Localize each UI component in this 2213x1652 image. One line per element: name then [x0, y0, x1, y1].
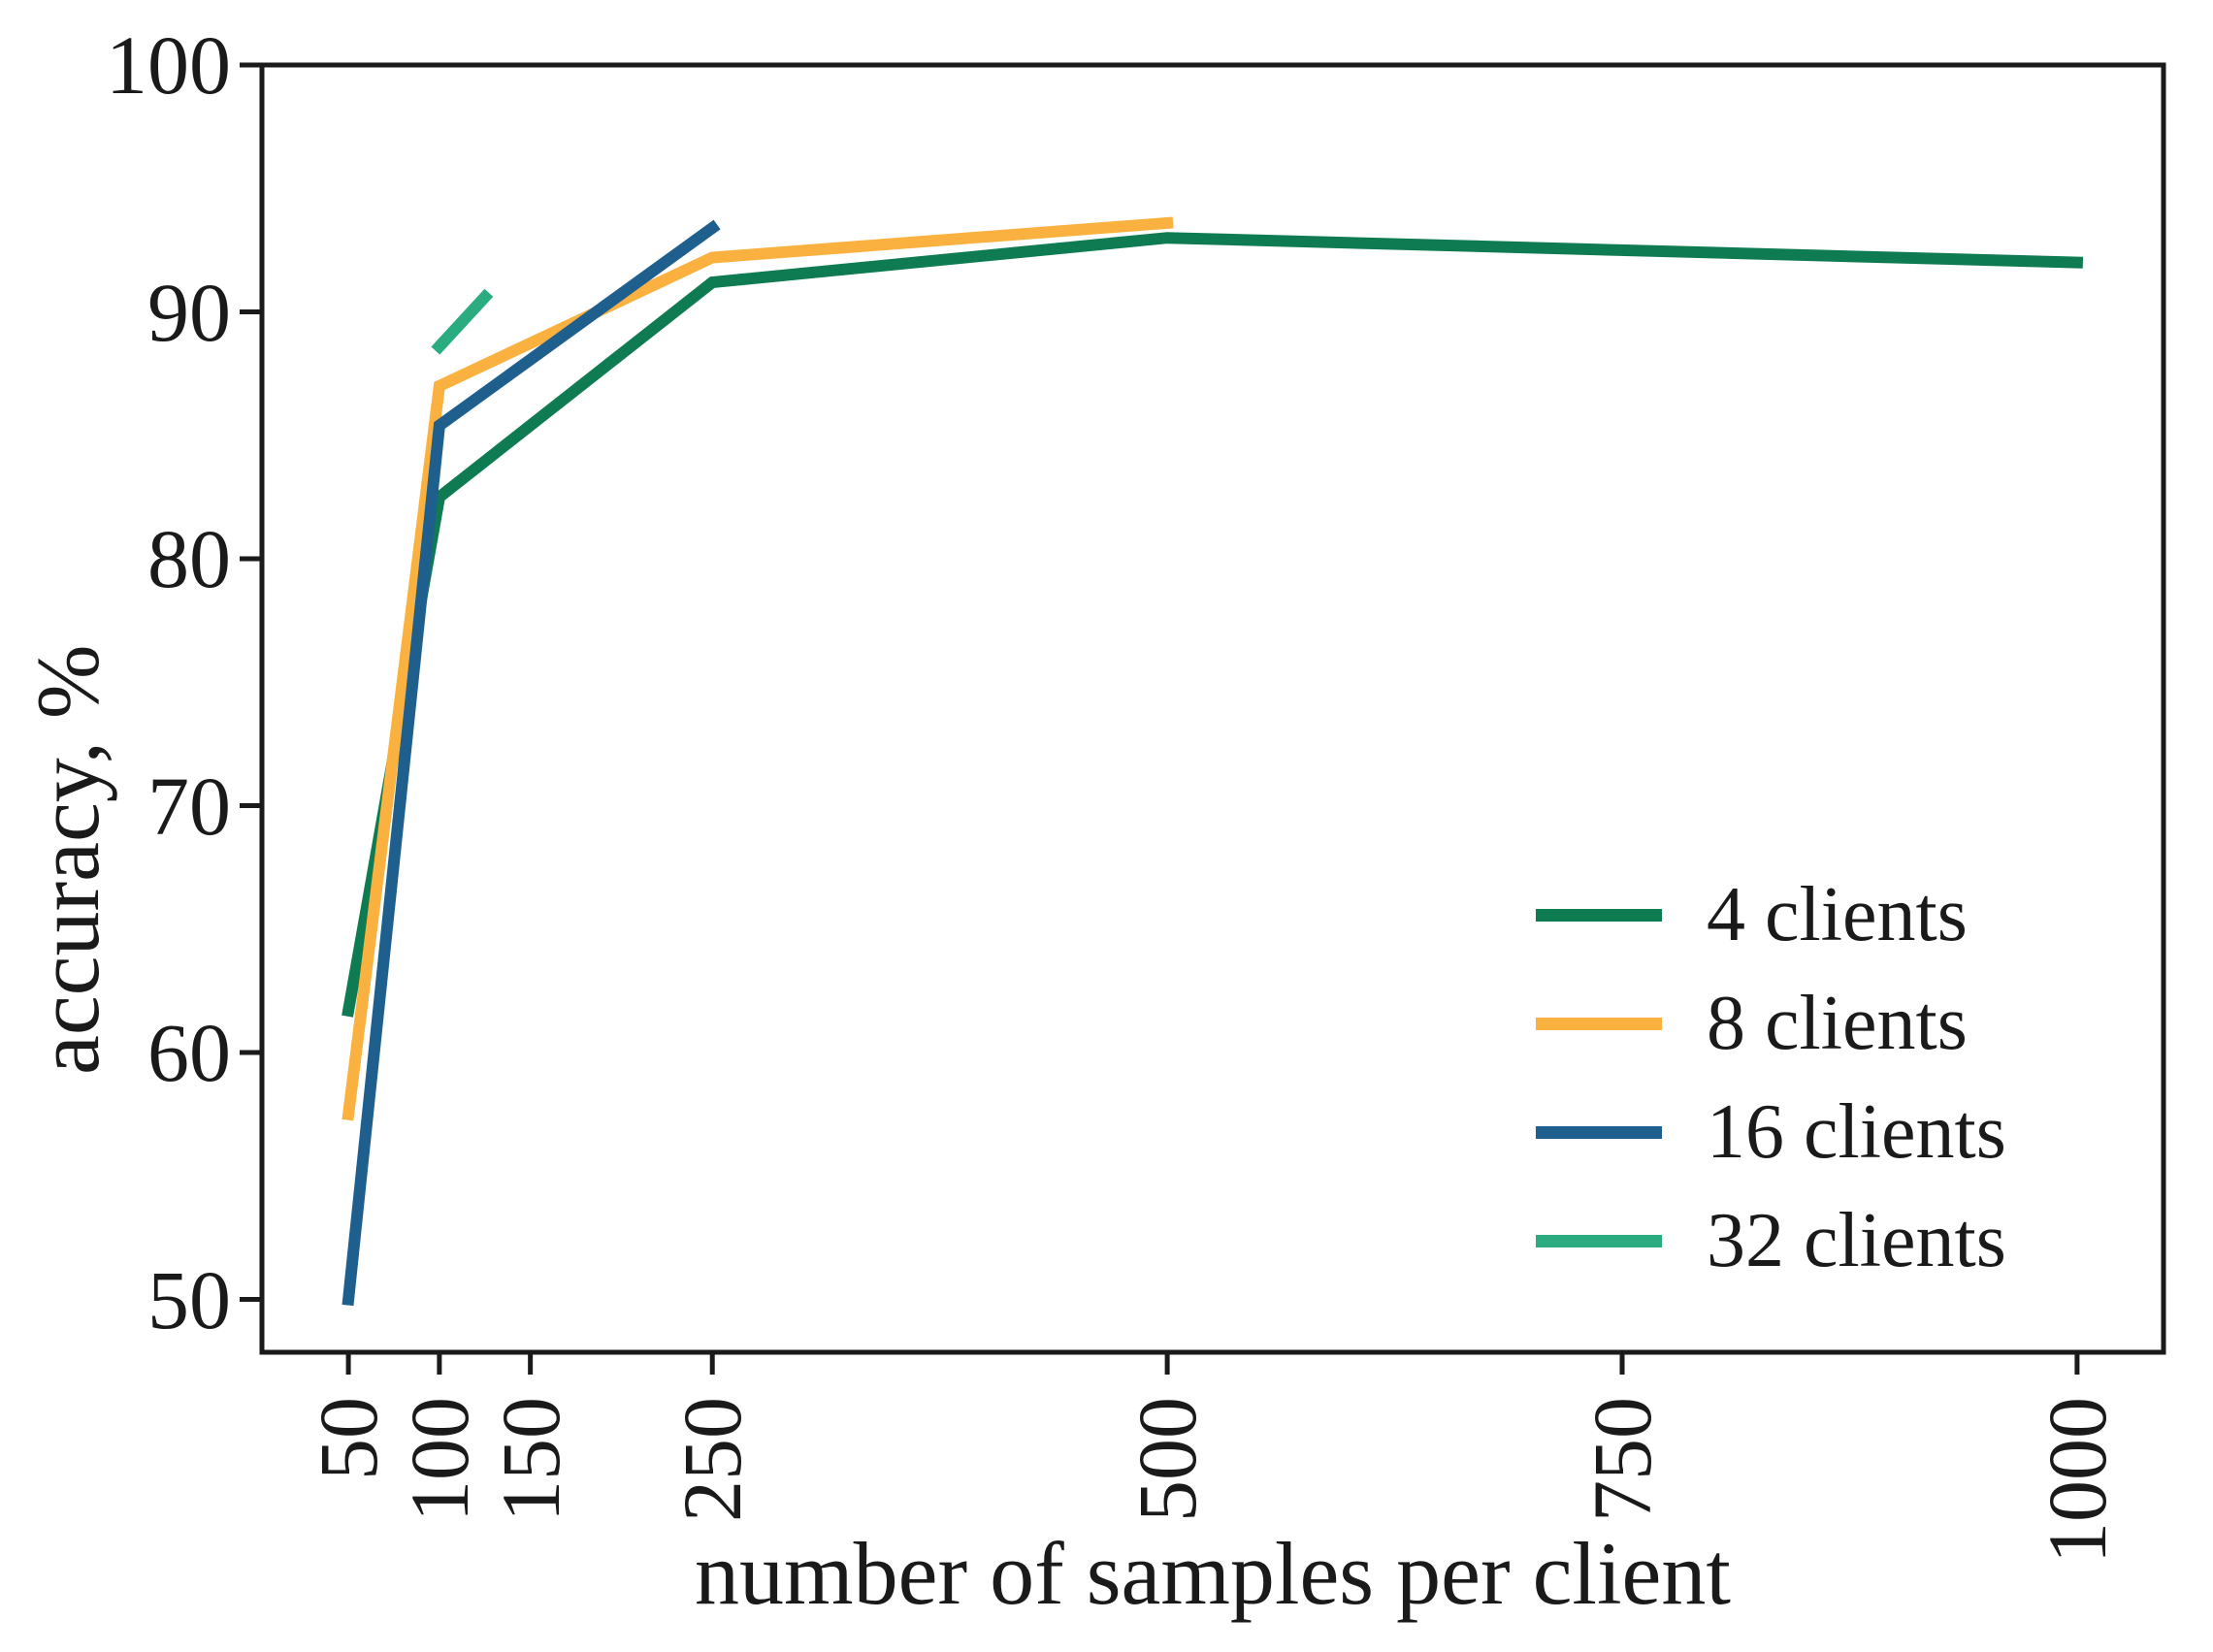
legend-item: 8 clients — [1536, 981, 2006, 1066]
data-lines — [342, 216, 2084, 1307]
y-tick-label: 100 — [106, 18, 231, 112]
series-line-8-clients — [342, 216, 1174, 1121]
x-tick-label: 100 — [392, 1397, 486, 1522]
legend-line-swatch — [1536, 908, 1662, 922]
legend-label: 32 clients — [1707, 1198, 2006, 1283]
legend-item: 16 clients — [1536, 1089, 2006, 1175]
y-tick-label: 70 — [147, 759, 231, 853]
x-tick-label: 1000 — [2030, 1397, 2124, 1564]
legend-label: 8 clients — [1707, 981, 1968, 1066]
y-tick-label: 50 — [147, 1252, 231, 1346]
legend-label: 4 clients — [1707, 872, 1968, 957]
legend-item: 4 clients — [1536, 872, 2006, 957]
series-line-32-clients — [431, 288, 494, 355]
legend-line-swatch — [1536, 1234, 1662, 1247]
series-line-16-clients — [342, 219, 721, 1307]
legend-item: 32 clients — [1536, 1198, 2006, 1283]
y-axis-label: accuracy, % — [18, 644, 117, 1075]
x-axis-label: number of samples per client — [695, 1524, 1731, 1623]
legend-line-swatch — [1536, 1017, 1662, 1030]
x-tick-label: 750 — [1576, 1397, 1669, 1522]
y-tick-label: 90 — [147, 265, 231, 359]
x-tick-label: 50 — [302, 1397, 396, 1480]
x-tick-label: 150 — [483, 1397, 577, 1522]
y-tick-label: 60 — [147, 1006, 231, 1100]
legend: 4 clients 8 clients 16 clients 32 clients — [1536, 872, 2006, 1312]
x-tick-label: 500 — [1121, 1397, 1215, 1522]
tick-marks — [240, 62, 2080, 1375]
x-tick-label: 250 — [666, 1397, 760, 1522]
axes-spines — [259, 62, 2166, 1355]
y-tick-label: 80 — [147, 512, 231, 605]
legend-line-swatch — [1536, 1125, 1662, 1139]
legend-label: 16 clients — [1707, 1089, 2006, 1175]
